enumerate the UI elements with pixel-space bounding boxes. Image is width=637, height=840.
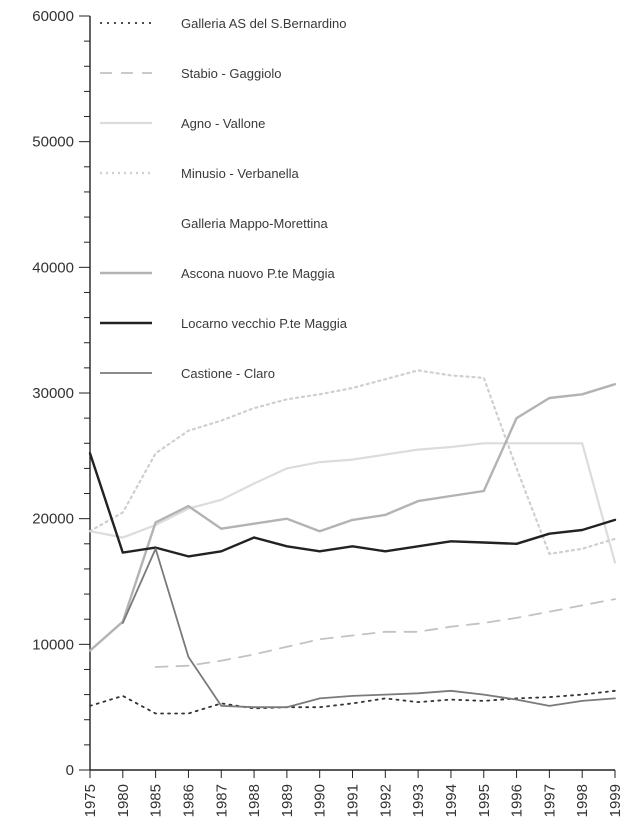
x-tick-label: 1985	[148, 784, 165, 817]
series-line-ascona-nuovo-p-te-maggia	[88, 383, 617, 652]
x-tick-label: 1994	[443, 784, 460, 817]
series-line-castione-claro	[121, 547, 616, 709]
y-tick-label: 40000	[32, 259, 74, 276]
x-tick-label: 1986	[180, 784, 197, 817]
x-tick-label: 1975	[82, 784, 99, 817]
y-tick-label: 50000	[32, 134, 74, 151]
y-tick-label: 10000	[32, 636, 74, 653]
legend-label-minusio-verbanella: Minusio - Verbanella	[181, 166, 300, 181]
x-tick-label: 1990	[312, 784, 329, 817]
legend-label-galleria-as-del-s-bernardino: Galleria AS del S.Bernardino	[181, 16, 346, 31]
y-tick-label: 20000	[32, 511, 74, 528]
y-axis-ticks: 0 10000 20000 30000 40000 50000 60000	[32, 8, 90, 779]
y-tick-label: 30000	[32, 385, 74, 402]
legend-label-stabio-gaggiolo: Stabio - Gaggiolo	[181, 66, 281, 81]
x-tick-label: 1998	[574, 784, 591, 817]
x-tick-label: 1980	[115, 784, 132, 817]
x-tick-label: 1995	[476, 784, 493, 817]
series-line-stabio-gaggiolo	[154, 598, 616, 668]
x-tick-label: 1997	[541, 784, 558, 817]
x-tick-label: 1992	[377, 784, 394, 817]
x-tick-label: 1999	[607, 784, 624, 817]
x-tick-label: 1993	[410, 784, 427, 817]
legend-label-ascona-nuovo-p-te-maggia: Ascona nuovo P.te Maggia	[181, 266, 335, 281]
series-line-galleria-as-del-s-bernardino	[89, 689, 616, 715]
series-layer	[88, 369, 617, 715]
legend: Galleria AS del S.Bernardino Stabio - Gag…	[100, 16, 348, 381]
series-line-locarno-vecchio-p-te-maggia	[88, 452, 617, 558]
y-tick-label: 0	[66, 762, 74, 779]
x-tick-label: 1987	[213, 784, 230, 817]
x-axis-ticks: 1975 1980 1985 1986 1987 1988 1989 1990 1991 1992…	[82, 770, 624, 817]
legend-label-locarno-vecchio-p-te-maggia: Locarno vecchio P.te Maggia	[181, 316, 348, 331]
legend-label-castione-claro: Castione - Claro	[181, 366, 275, 381]
x-tick-label: 1988	[246, 784, 263, 817]
series-line-minusio-verbanella	[88, 369, 617, 555]
legend-label-agno-vallone: Agno - Vallone	[181, 116, 265, 131]
legend-label-galleria-mappo-morettina: Galleria Mappo-Morettina	[181, 216, 328, 231]
x-tick-label: 1989	[279, 784, 296, 817]
y-tick-label: 60000	[32, 8, 74, 25]
x-tick-label: 1996	[509, 784, 526, 817]
series-line-agno-vallone	[88, 442, 617, 564]
x-tick-label: 1991	[345, 784, 362, 817]
